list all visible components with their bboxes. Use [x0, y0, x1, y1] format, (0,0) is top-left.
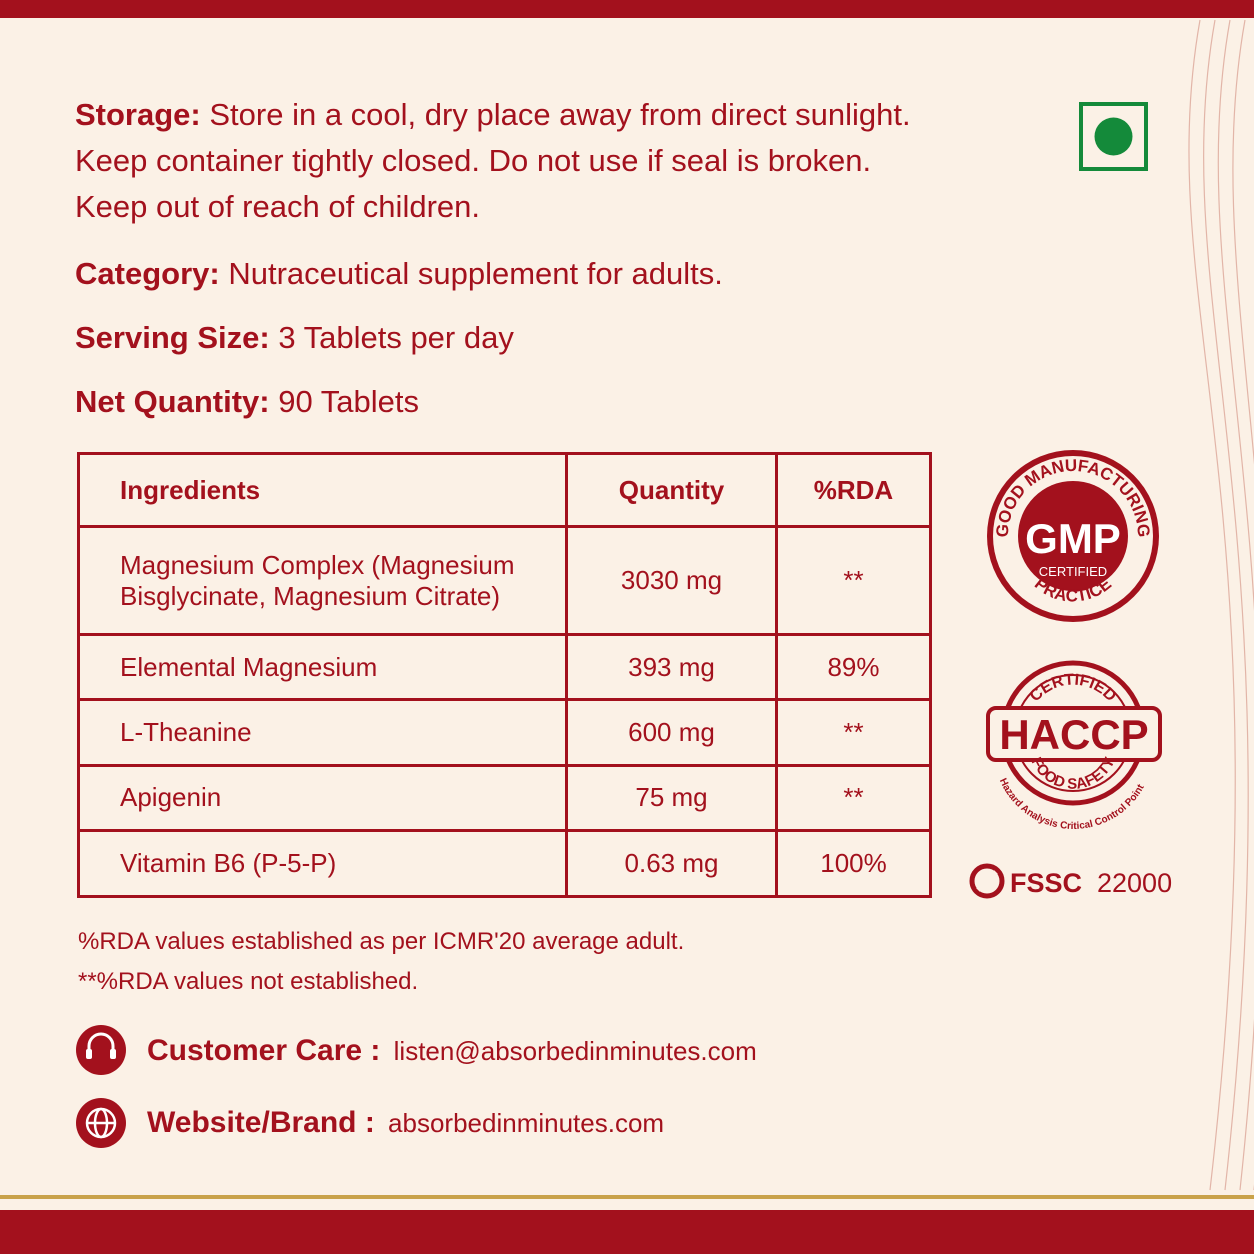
- category-text: Nutraceutical supplement for adults.: [228, 256, 723, 291]
- table-cell: 3030 mg: [565, 524, 778, 637]
- storage-label: Storage:: [75, 97, 201, 132]
- serving-label: Serving Size:: [75, 320, 270, 355]
- storage: Storage: Store in a cool, dry place away…: [75, 92, 911, 230]
- table-row: Magnesium Complex (Magnesium Bisglycinat…: [77, 524, 932, 637]
- fssc-logo: FSSC 22000: [969, 863, 1172, 899]
- veg-dot: [1094, 117, 1133, 156]
- table-row: L-Theanine 600 mg **: [77, 698, 932, 767]
- table-cell: L-Theanine: [77, 698, 568, 767]
- contact-label: Customer Care :: [147, 1034, 381, 1067]
- contact: Website/Brand : absorbedinminutes.com: [147, 1106, 664, 1140]
- header-cell: Quantity: [565, 452, 778, 528]
- serving-size: Serving Size: 3 Tablets per day: [75, 315, 514, 361]
- globe-icon: [76, 1098, 126, 1148]
- gold-line: [0, 1195, 1254, 1199]
- table-cell: 600 mg: [565, 698, 778, 767]
- header-cell: %RDA: [775, 452, 932, 528]
- header-cell: Ingredients: [77, 452, 568, 528]
- fssc-number: 22000: [1097, 868, 1172, 898]
- veg-mark: [1079, 102, 1148, 171]
- haccp-top: CERTIFIED: [1027, 671, 1119, 705]
- storage-line: Storage: Store in a cool, dry place away…: [75, 92, 911, 138]
- table-cell: 393 mg: [565, 633, 778, 702]
- bottom-bar: [0, 1210, 1254, 1254]
- net-quantity-text: 90 Tablets: [278, 384, 420, 419]
- table-row: Apigenin 75 mg **: [77, 763, 932, 832]
- footnote: **%RDA values not established.: [78, 968, 419, 995]
- category-label: Category:: [75, 256, 220, 291]
- table-row: Elemental Magnesium 393 mg 89%: [77, 633, 932, 702]
- contact-label: Website/Brand :: [147, 1106, 375, 1139]
- fssc-name: FSSC: [1010, 868, 1082, 898]
- table-cell: 0.63 mg: [565, 828, 778, 899]
- curves: [1188, 19, 1254, 1191]
- top-bar: [0, 0, 1254, 18]
- table-cell: Elemental Magnesium: [77, 633, 568, 702]
- gmp-sub: CERTIFIED: [1039, 564, 1107, 579]
- storage-text: Keep out of reach of children.: [75, 189, 480, 224]
- table-cell: Magnesium Complex (Magnesium Bisglycinat…: [77, 524, 568, 637]
- haccp-center: HACCP: [999, 711, 1148, 758]
- contact: Customer Care : listen@absorbedinminutes…: [147, 1034, 757, 1068]
- table-header: Ingredients Quantity %RDA: [77, 452, 932, 528]
- table-cell: **: [775, 698, 932, 767]
- table-cell: Apigenin: [77, 763, 568, 832]
- table-cell: **: [775, 524, 932, 637]
- serving-text: 3 Tablets per day: [278, 320, 514, 355]
- contact-value: absorbedinminutes.com: [388, 1108, 665, 1138]
- footnote: %RDA values established as per ICMR'20 a…: [78, 928, 685, 955]
- table-cell: 75 mg: [565, 763, 778, 832]
- storage-text: Store in a cool, dry place away from dir…: [209, 97, 911, 132]
- gmp-badge: GOOD MANUFACTURING PRACTICE GMP CERTIFIE…: [987, 450, 1159, 622]
- table-cell: 89%: [775, 633, 932, 702]
- haccp-top-text: CERTIFIED: [1027, 671, 1119, 705]
- net-quantity-label: Net Quantity:: [75, 384, 270, 419]
- storage-text: Keep container tightly closed. Do not us…: [75, 143, 872, 178]
- table-cell: 100%: [775, 828, 932, 899]
- contact-value: listen@absorbedinminutes.com: [393, 1036, 757, 1066]
- headset-icon: [76, 1025, 126, 1075]
- table-row: Vitamin B6 (P-5-P) 0.63 mg 100%: [77, 828, 932, 899]
- table-cell: Vitamin B6 (P-5-P): [77, 828, 568, 899]
- net-quantity: Net Quantity: 90 Tablets: [75, 379, 419, 425]
- haccp-badge: CERTIFIED FOOD SAFETY Hazard Analysis Cr…: [986, 660, 1162, 832]
- gmp-center: GMP: [1025, 515, 1121, 562]
- table-body: Magnesium Complex (Magnesium Bisglycinat…: [77, 524, 932, 899]
- table-cell: **: [775, 763, 932, 832]
- category: Category: Nutraceutical supplement for a…: [75, 251, 723, 297]
- ingredients-table: Ingredients Quantity %RDA Magnesium Comp…: [77, 452, 932, 899]
- footnotes: %RDA values established as per ICMR'20 a…: [78, 922, 684, 1002]
